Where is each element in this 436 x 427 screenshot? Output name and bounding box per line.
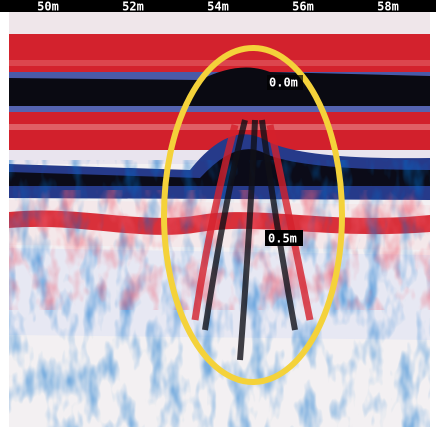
highlight-ellipse [161,45,345,385]
depth-label: 0.0m [269,76,298,90]
x-axis-label: 56m [292,0,314,14]
radargram-image [9,12,430,427]
x-axis-label: 58m [377,0,399,14]
x-axis-label: 54m [207,0,229,14]
x-axis-label: 52m [122,0,144,14]
depth-label-bg [267,75,303,90]
depth-label: 0.5m [268,232,297,246]
x-axis-label: 50m [37,0,59,14]
axis-bar [0,0,436,12]
x-axis: 50m 52m 54m 56m 58m [37,0,399,14]
depth-label-bg [265,230,303,246]
